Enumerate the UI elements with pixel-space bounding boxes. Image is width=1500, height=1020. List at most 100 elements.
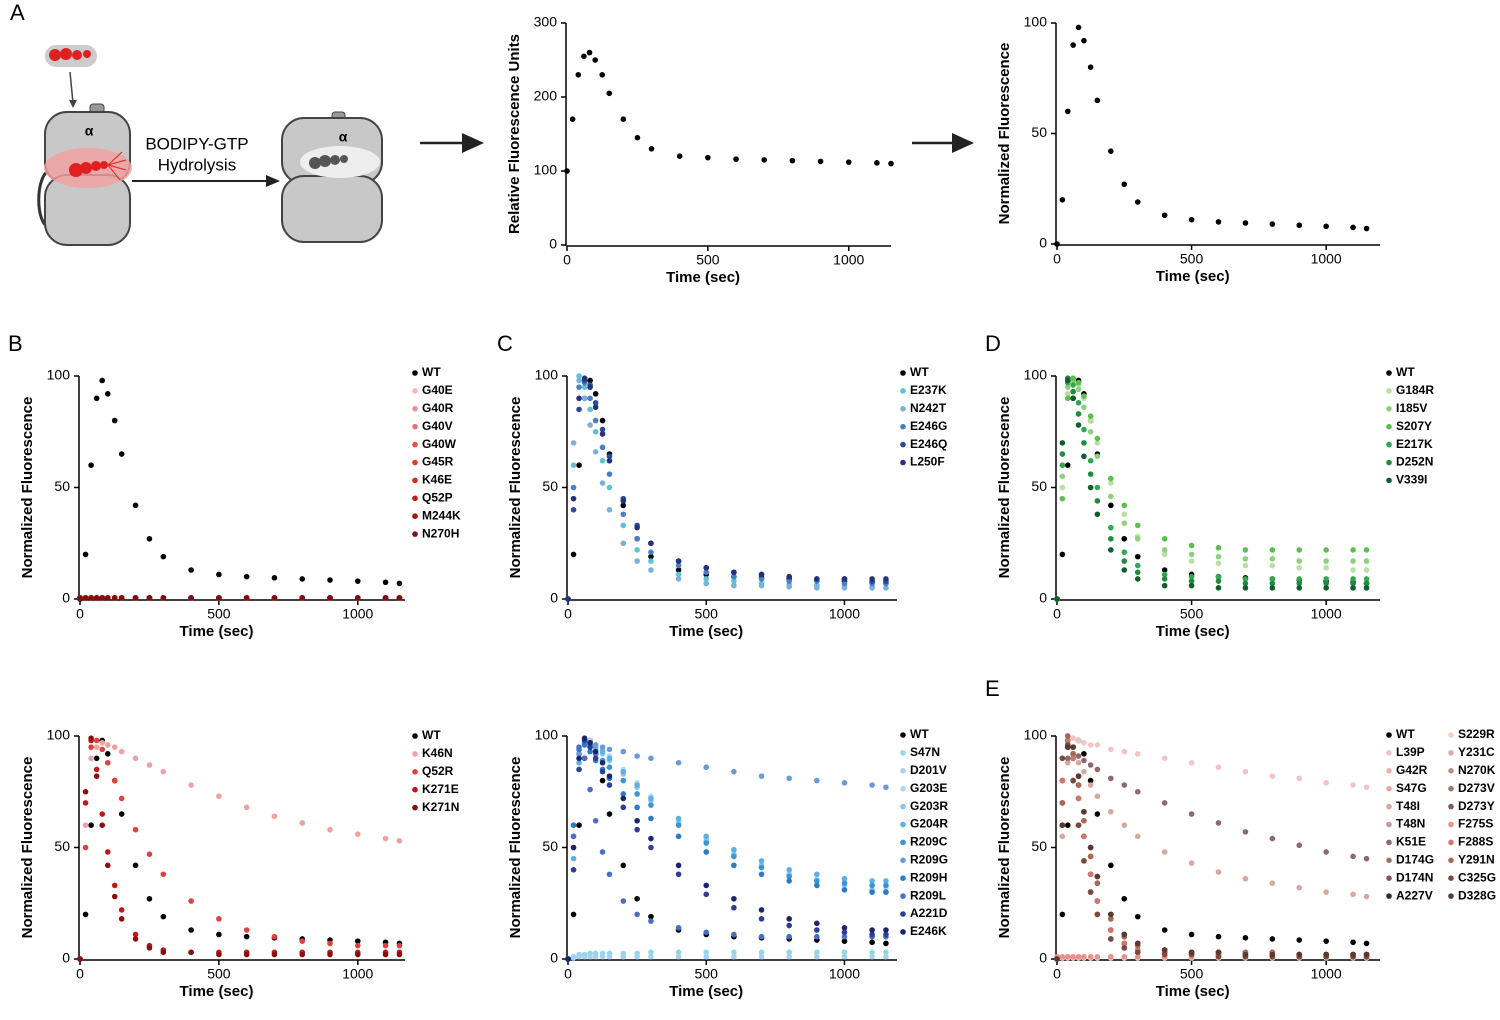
data-point (160, 553, 167, 560)
data-point (1350, 558, 1356, 564)
legend-marker (900, 441, 906, 448)
data-point (382, 835, 389, 842)
data-point (1094, 511, 1101, 518)
bound-gtp (69, 161, 108, 177)
data-point (160, 871, 167, 878)
data-point (576, 373, 582, 379)
legend-marker (900, 406, 906, 412)
data-point (587, 377, 593, 384)
data-point (1081, 751, 1087, 757)
data-point (82, 844, 89, 851)
data-point (648, 795, 654, 802)
data-point (841, 887, 848, 893)
data-point (786, 578, 792, 584)
data-point (1087, 844, 1094, 851)
data-point (758, 871, 765, 878)
data-point (1363, 585, 1370, 591)
data-point (733, 156, 739, 162)
legend-label: R209C (910, 835, 948, 849)
data-point (1323, 849, 1329, 855)
data-point (188, 927, 194, 933)
legend-label: M244K (422, 508, 461, 522)
data-point (587, 395, 593, 402)
legend-marker (900, 459, 906, 466)
data-point (703, 764, 710, 771)
data-point (1323, 889, 1329, 895)
data-point (883, 576, 889, 582)
legend-label: Q52P (422, 490, 453, 504)
schematic: α BODIPY-GTP Hydrolysis α (37, 45, 974, 246)
x-tick-label: 0 (564, 966, 572, 982)
data-point (1134, 522, 1141, 529)
legend-marker (900, 732, 906, 738)
data-point (1059, 440, 1066, 446)
data-point (620, 748, 627, 755)
data-point (576, 462, 582, 469)
data-point (883, 931, 889, 938)
data-point (88, 735, 94, 742)
data-point (731, 953, 737, 960)
legend-label: Y231C (1458, 745, 1495, 759)
data-point (1121, 181, 1128, 188)
data-point (675, 953, 682, 960)
data-point (1350, 853, 1356, 860)
data-point (731, 931, 737, 938)
legend-label: WT (422, 365, 441, 379)
legend-marker (900, 911, 906, 917)
data-point (1134, 199, 1141, 205)
data-point (703, 569, 710, 576)
data-point (382, 942, 389, 949)
data-point (758, 858, 765, 864)
legend-label: G184R (1396, 383, 1434, 397)
data-point (1296, 937, 1303, 943)
data-point (1070, 382, 1076, 388)
y-tick-label: 100 (534, 162, 558, 178)
data-point (382, 579, 389, 586)
legend-marker (412, 495, 418, 502)
legend-marker (1386, 821, 1392, 828)
data-point (675, 815, 682, 822)
data-point (634, 535, 640, 542)
legend-label: R209G (910, 852, 948, 866)
data-point (1363, 855, 1370, 862)
legend-marker (900, 803, 906, 810)
data-point (1134, 569, 1141, 576)
data-point (883, 940, 889, 947)
data-point (82, 800, 89, 806)
data-point (1121, 520, 1128, 526)
legend-marker (900, 839, 906, 846)
data-point (1363, 893, 1370, 900)
data-point (581, 375, 588, 382)
y-tick-label: 0 (1039, 235, 1047, 251)
data-point (93, 773, 100, 779)
data-point (1070, 395, 1076, 402)
data-point (396, 951, 403, 958)
data-point (587, 384, 593, 390)
data-point (758, 864, 765, 871)
legend-label: S229R (1458, 727, 1495, 741)
data-point (587, 748, 593, 755)
data-point (606, 953, 613, 960)
chart: 0 500 1000 0 50 100 Time (sec) Normalized Fluor… (507, 365, 947, 640)
data-point (731, 904, 737, 911)
y-axis-label: Normalized Fluorescence (507, 397, 524, 579)
data-point (576, 755, 582, 762)
data-point (606, 773, 613, 779)
data-point (160, 768, 167, 775)
data-point (1054, 241, 1060, 247)
data-point (675, 576, 682, 582)
data-point (160, 949, 167, 956)
data-point (814, 953, 820, 960)
data-point (570, 955, 577, 961)
legend-marker (412, 804, 418, 811)
data-point (786, 573, 792, 580)
panel-label: E (985, 676, 1000, 701)
data-point (188, 898, 194, 904)
data-point (1323, 780, 1329, 786)
data-point (1242, 556, 1249, 562)
x-tick-label: 500 (696, 252, 720, 268)
data-point (271, 933, 278, 940)
data-point (576, 384, 582, 390)
data-point (299, 951, 306, 958)
data-point (648, 835, 654, 842)
